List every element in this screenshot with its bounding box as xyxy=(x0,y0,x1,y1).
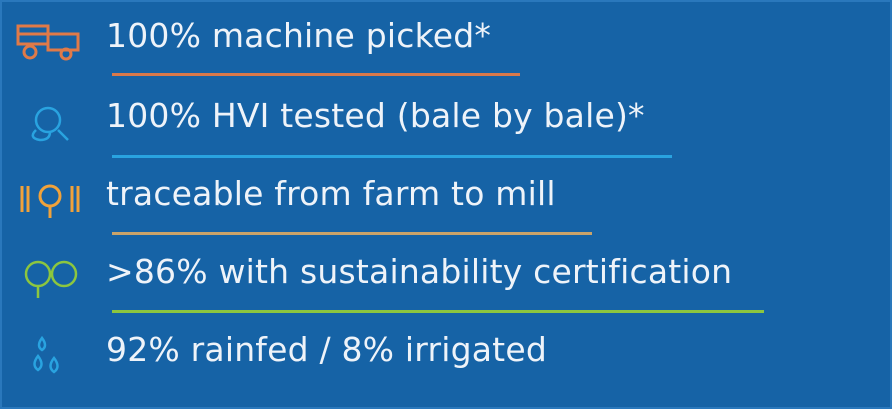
cotton-test-icon xyxy=(31,106,69,142)
trace-icon xyxy=(20,184,80,218)
item-text: 100% machine picked* xyxy=(106,16,492,55)
item-row: 92% rainfed / 8% irrigated xyxy=(2,324,892,384)
item-row: 100% HVI tested (bale by bale)* xyxy=(2,90,892,158)
item-text: >86% with sustainability certification xyxy=(106,252,733,291)
tree-icon xyxy=(24,260,78,298)
harvester-icon xyxy=(16,24,80,61)
item-text: 92% rainfed / 8% irrigated xyxy=(106,330,547,369)
underline xyxy=(112,232,592,235)
item-text: 100% HVI tested (bale by bale)* xyxy=(106,96,645,135)
item-row: 100% machine picked* xyxy=(2,10,892,76)
underline xyxy=(112,155,672,158)
item-text: traceable from farm to mill xyxy=(106,174,556,213)
item-row: >86% with sustainability certification xyxy=(2,246,892,313)
underline xyxy=(112,310,764,313)
item-row: traceable from farm to mill xyxy=(2,168,892,235)
water-icon xyxy=(33,335,59,374)
underline xyxy=(112,73,520,76)
